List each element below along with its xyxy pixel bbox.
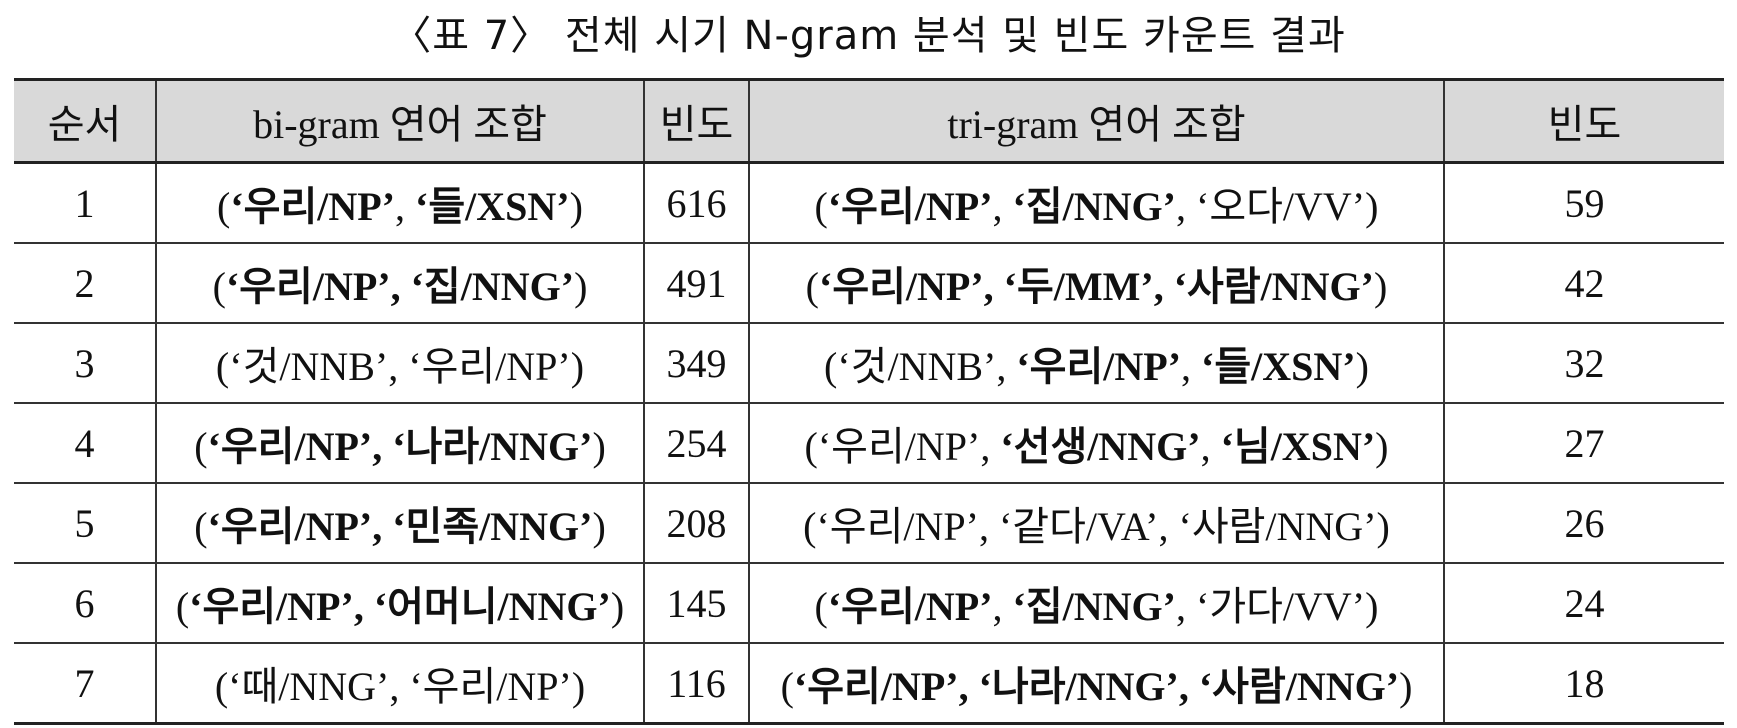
- bigram-frequency: 491: [643, 242, 750, 324]
- bigram-segment: (: [194, 424, 208, 469]
- table-row: 3 (‘것/NNB’, ‘우리/NP’) 349 (‘것/NNB’, ‘우리/NP’,…: [14, 322, 1724, 404]
- trigram-segment: (‘것/NNB’,: [824, 344, 1017, 389]
- table-row: 1 (‘우리/NP’, ‘들/XSN’) 616 (‘우리/NP’, ‘집/NNG’,…: [14, 161, 1724, 244]
- header-row: 순서 bi-gram 연어 조합 빈도 tri-gram 연어 조합 빈도: [14, 78, 1724, 164]
- trigram-segment: ,: [1181, 344, 1202, 389]
- trigram-segment: (: [814, 584, 828, 629]
- bigram-combination: (‘우리/NP’, ‘어머니/NNG’): [155, 562, 645, 644]
- header-order: 순서: [14, 78, 157, 164]
- row-order: 2: [14, 242, 157, 324]
- ngram-table: 순서 bi-gram 연어 조합 빈도 tri-gram 연어 조합 빈도 1(…: [14, 78, 1724, 725]
- trigram-combination: (‘우리/NP’, ‘같다/VA’, ‘사람/NNG’): [748, 482, 1445, 564]
- trigram-segment: (: [814, 184, 828, 229]
- trigram-segment: ‘집/NNG’: [1012, 184, 1176, 229]
- bigram-segment: ‘우리/NP’, ‘집/NNG’: [225, 264, 575, 309]
- trigram-combination: (‘우리/NP’, ‘집/NNG’, ‘가다/VV’): [748, 562, 1445, 644]
- trigram-frequency: 26: [1443, 482, 1724, 564]
- trigram-segment: ): [1399, 664, 1413, 709]
- trigram-frequency: 32: [1443, 322, 1724, 404]
- bigram-segment: ): [592, 504, 606, 549]
- bigram-combination: (‘우리/NP’, ‘민족/NNG’): [155, 482, 645, 564]
- trigram-segment: ‘님/XSN’: [1220, 424, 1376, 469]
- header-trigram-frequency: 빈도: [1443, 78, 1724, 164]
- trigram-segment: (‘우리/NP’,: [804, 424, 1001, 469]
- trigram-segment: ‘우리/NP’: [827, 584, 993, 629]
- trigram-segment: ,: [992, 584, 1013, 629]
- trigram-segment: ,: [1200, 424, 1221, 469]
- bigram-segment: (: [212, 264, 226, 309]
- trigram-segment: ‘선생/NNG’: [1000, 424, 1201, 469]
- trigram-frequency: 27: [1443, 402, 1724, 484]
- bigram-frequency: 616: [643, 161, 750, 244]
- header-trigram: tri-gram 연어 조합: [748, 78, 1445, 164]
- row-order: 1: [14, 161, 157, 244]
- table-body: 1 (‘우리/NP’, ‘들/XSN’) 616 (‘우리/NP’, ‘집/NNG’,…: [14, 161, 1724, 725]
- trigram-segment: ): [1375, 424, 1389, 469]
- table-row: 5 (‘우리/NP’, ‘민족/NNG’) 208 (‘우리/NP’, ‘같다/VA’…: [14, 482, 1724, 564]
- bigram-segment: (: [217, 184, 231, 229]
- trigram-combination: (‘것/NNB’, ‘우리/NP’, ‘들/XSN’): [748, 322, 1445, 404]
- header-bigram: bi-gram 연어 조합: [155, 78, 645, 164]
- trigram-segment: ): [1373, 264, 1388, 309]
- bigram-segment: ‘들/XSN’: [415, 184, 570, 229]
- bigram-combination: (‘우리/NP’, ‘들/XSN’): [155, 161, 645, 244]
- row-order: 7: [14, 642, 157, 725]
- bigram-frequency: 208: [643, 482, 750, 564]
- bigram-segment: ): [610, 584, 625, 629]
- trigram-combination: (‘우리/NP’, ‘집/NNG’, ‘오다/VV’): [748, 161, 1445, 244]
- header-bigram-frequency: 빈도: [643, 78, 750, 164]
- trigram-segment: ‘우리/NP’, ‘나라/NNG’, ‘사람/NNG’: [793, 664, 1400, 709]
- trigram-frequency: 59: [1443, 161, 1724, 244]
- trigram-segment: , ‘오다/VV’): [1176, 184, 1379, 229]
- table-row: 7 (‘때/NNG’, ‘우리/NP’) 116 (‘우리/NP’, ‘나라/NNG’…: [14, 642, 1724, 725]
- bigram-combination: (‘우리/NP’, ‘나라/NNG’): [155, 402, 645, 484]
- bigram-frequency: 349: [643, 322, 750, 404]
- bigram-segment: (‘때/NNG’, ‘우리/NP’): [214, 664, 586, 709]
- trigram-frequency: 42: [1443, 242, 1724, 324]
- trigram-combination: (‘우리/NP’, ‘선생/NNG’, ‘님/XSN’): [748, 402, 1445, 484]
- bigram-combination: (‘것/NNB’, ‘우리/NP’): [155, 322, 645, 404]
- trigram-segment: ,: [992, 184, 1013, 229]
- bigram-segment: ‘우리/NP’, ‘어머니/NNG’: [189, 584, 611, 629]
- trigram-segment: ‘집/NNG’: [1012, 584, 1176, 629]
- trigram-segment: ‘우리/NP’, ‘두/MM’, ‘사람/NNG’: [819, 264, 1374, 309]
- row-order: 6: [14, 562, 157, 644]
- bigram-segment: (: [175, 584, 190, 629]
- table-row: 6 (‘우리/NP’, ‘어머니/NNG’) 145 (‘우리/NP’, ‘집/NNG…: [14, 562, 1724, 644]
- trigram-segment: ‘들/XSN’: [1201, 344, 1356, 389]
- bigram-segment: (: [194, 504, 208, 549]
- trigram-frequency: 24: [1443, 562, 1724, 644]
- row-order: 5: [14, 482, 157, 564]
- trigram-segment: (: [805, 264, 819, 309]
- bigram-combination: (‘우리/NP’, ‘집/NNG’): [155, 242, 645, 324]
- table-caption: 〈표 7〉 전체 시기 N-gram 분석 및 빈도 카운트 결과: [391, 13, 1346, 59]
- bigram-frequency: 116: [643, 642, 750, 725]
- trigram-segment: , ‘가다/VV’): [1176, 584, 1379, 629]
- trigram-segment: (‘우리/NP’, ‘같다/VA’, ‘사람/NNG’): [803, 504, 1390, 549]
- trigram-segment: ‘우리/NP’: [827, 184, 993, 229]
- trigram-segment: ‘우리/NP’: [1016, 344, 1182, 389]
- bigram-segment: ): [592, 424, 606, 469]
- trigram-segment: (: [780, 664, 794, 709]
- bigram-segment: ‘우리/NP’: [230, 184, 396, 229]
- table-row: 4 (‘우리/NP’, ‘나라/NNG’) 254 (‘우리/NP’, ‘선생/NNG…: [14, 402, 1724, 484]
- bigram-segment: ): [574, 264, 588, 309]
- trigram-frequency: 18: [1443, 642, 1724, 725]
- bigram-segment: (‘것/NNB’, ‘우리/NP’): [215, 344, 585, 389]
- trigram-combination: (‘우리/NP’, ‘두/MM’, ‘사람/NNG’): [748, 242, 1445, 324]
- bigram-segment: ‘우리/NP’, ‘나라/NNG’: [207, 424, 593, 469]
- table-row: 2 (‘우리/NP’, ‘집/NNG’) 491 (‘우리/NP’, ‘두/MM’, …: [14, 242, 1724, 324]
- bigram-frequency: 254: [643, 402, 750, 484]
- trigram-combination: (‘우리/NP’, ‘나라/NNG’, ‘사람/NNG’): [748, 642, 1445, 725]
- row-order: 4: [14, 402, 157, 484]
- bigram-frequency: 145: [643, 562, 750, 644]
- bigram-combination: (‘때/NNG’, ‘우리/NP’): [155, 642, 645, 725]
- row-order: 3: [14, 322, 157, 404]
- bigram-segment: ): [569, 184, 583, 229]
- bigram-segment: ,: [395, 184, 416, 229]
- bigram-segment: ‘우리/NP’, ‘민족/NNG’: [207, 504, 593, 549]
- trigram-segment: ): [1355, 344, 1369, 389]
